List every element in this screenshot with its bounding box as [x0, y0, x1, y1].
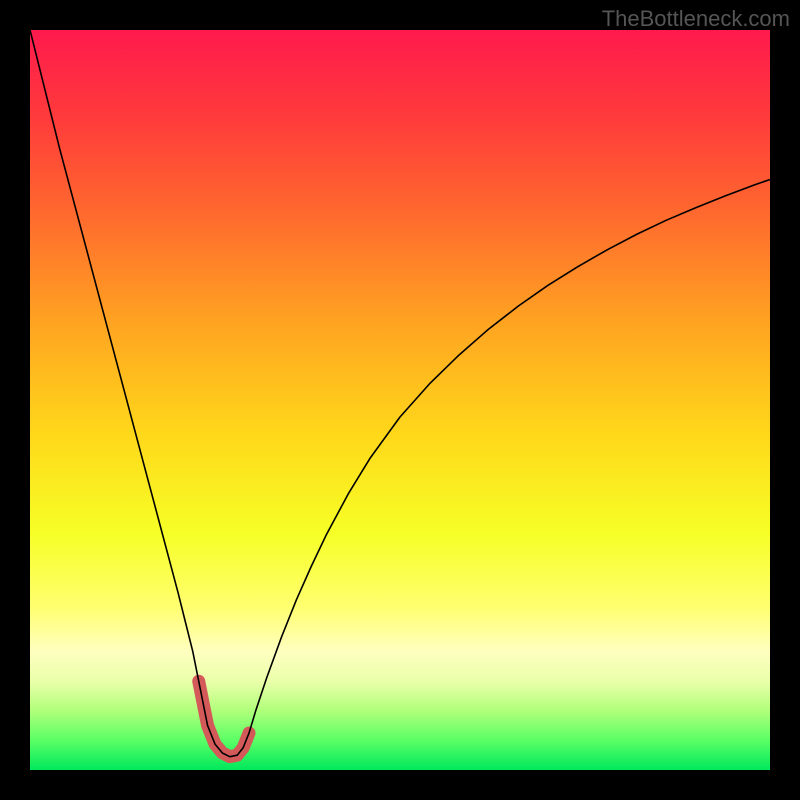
watermark-text: TheBottleneck.com — [602, 6, 790, 32]
bottleneck-curve-chart — [30, 30, 770, 770]
chart-background — [30, 30, 770, 770]
chart-area — [30, 30, 770, 770]
